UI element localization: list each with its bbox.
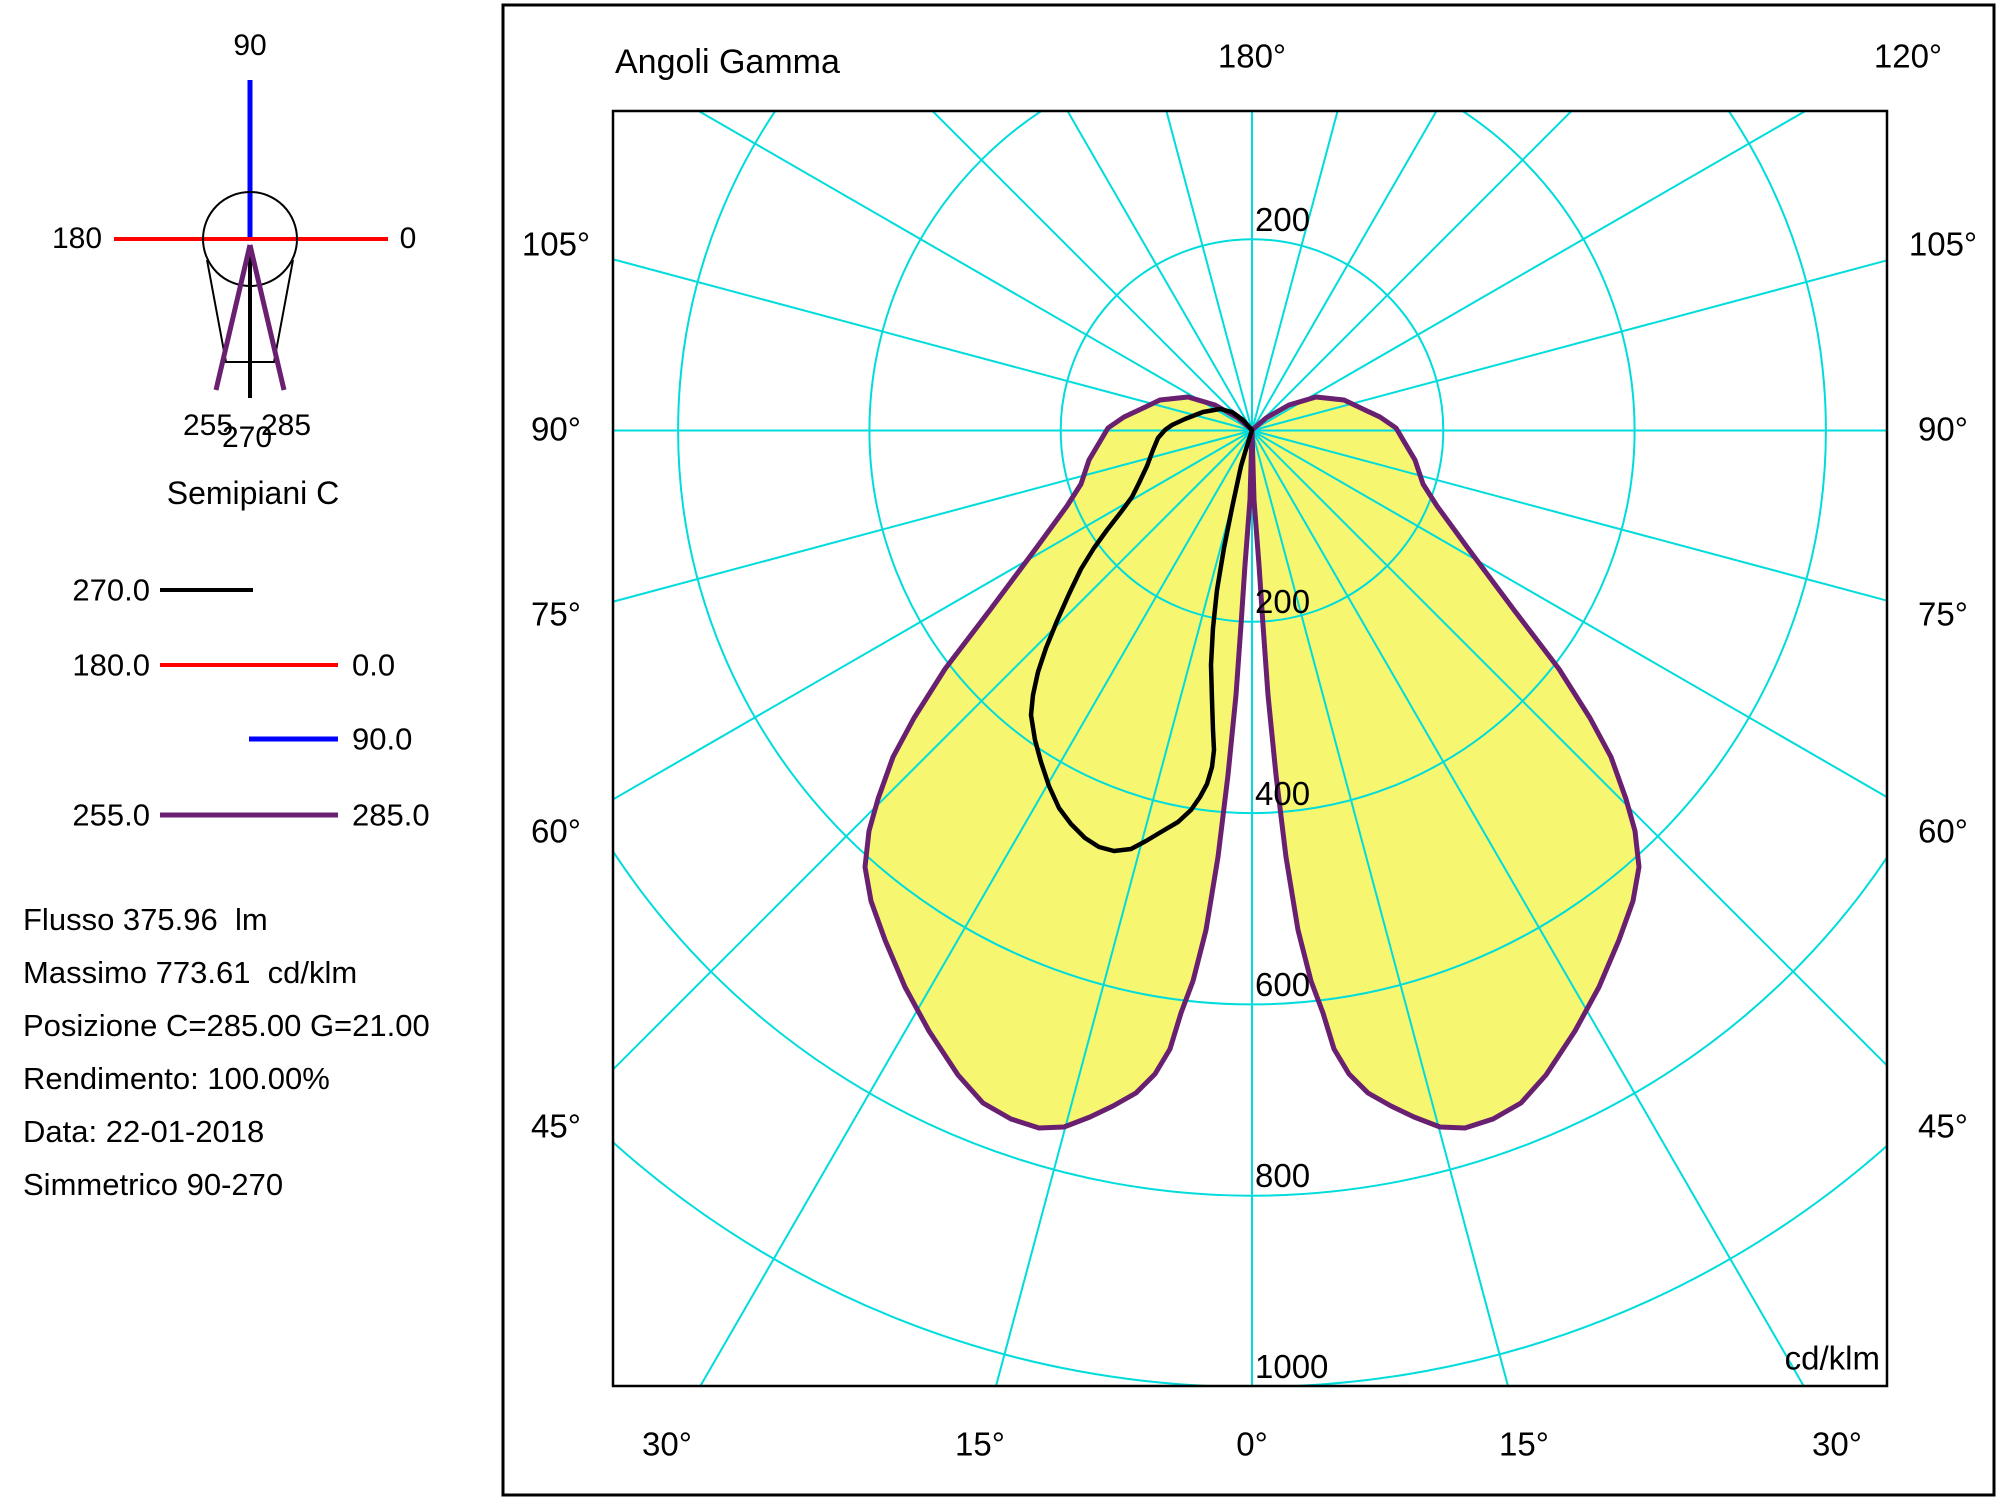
gamma-label-top-120: 120° [1873, 37, 1943, 75]
gamma-label-top-180: 180° [1217, 37, 1287, 75]
icon-axis-90-label: 90 [233, 29, 267, 62]
stat-data: Data: 22-01-2018 [23, 1114, 265, 1149]
stat-simmetrico: Simmetrico 90-270 [23, 1167, 284, 1202]
ring-label-800: 800 [1255, 1157, 1311, 1194]
gamma-label-bottom-30l: 30° [642, 1425, 692, 1463]
legend-key-lines [160, 588, 338, 818]
icon-axis-180-label: 180 [51, 222, 103, 255]
gamma-label-right-75: 75° [1918, 595, 1968, 633]
c255-c285-lobes-fill [865, 397, 1639, 1128]
icon-plane-270-label: 270 [221, 421, 273, 454]
ring-label-1000: 1000 [1255, 1348, 1329, 1385]
gamma-label-left-60: 60° [531, 812, 581, 850]
chart-title: Angoli Gamma [615, 43, 840, 81]
ring-label-200: 200 [1255, 583, 1311, 620]
gamma-label-right-90: 90° [1918, 410, 1968, 448]
c255-c285-lobes-outline [862, 394, 1642, 1131]
unit-label: cd/klm [1784, 1339, 1880, 1377]
legend-label-255: 255.0 [72, 797, 150, 833]
legend-label-90: 90.0 [352, 721, 413, 757]
icon-plane-285-label: 285 [260, 409, 312, 442]
c270-curve [1028, 406, 1255, 854]
gamma-label-left-45: 45° [531, 1107, 581, 1145]
gamma-label-bottom-15r: 15° [1499, 1425, 1549, 1463]
legend-label-270: 270.0 [72, 572, 150, 608]
c255-direction-line [213, 244, 253, 391]
stat-posizione: Posizione C=285.00 G=21.00 [23, 1008, 430, 1043]
gamma-label-left-75: 75° [531, 595, 581, 633]
legend-title: Semipiani C [166, 475, 340, 511]
icon-axis-0-label: 0 [399, 222, 417, 255]
icon-plane-255-label: 255 [182, 409, 234, 442]
ring-label-400: 400 [1255, 775, 1311, 812]
gamma-label-bottom-30r: 30° [1812, 1425, 1862, 1463]
luminaire-symbol [114, 80, 388, 398]
legend-label-285: 285.0 [352, 797, 430, 833]
ring-label-600: 600 [1255, 966, 1311, 1003]
stat-flusso: Flusso 375.96 lm [23, 902, 268, 937]
gamma-label-left-90: 90° [531, 410, 581, 448]
gamma-label-left-105: 105° [521, 225, 591, 263]
c285-direction-line [247, 244, 287, 391]
stat-massimo: Massimo 773.61 cd/klm [23, 955, 358, 990]
legend-label-0: 0.0 [352, 647, 396, 683]
gamma-label-right-45: 45° [1918, 1107, 1968, 1145]
stat-rendimento: Rendimento: 100.00% [23, 1061, 330, 1096]
panel-frame [501, 3, 1996, 1497]
gamma-label-right-60: 60° [1918, 812, 1968, 850]
legend-label-180: 180.0 [72, 647, 150, 683]
gamma-label-right-105: 105° [1908, 225, 1978, 263]
gamma-label-bottom-0: 0° [1236, 1425, 1268, 1463]
plot-frame [611, 109, 1889, 1388]
gamma-label-bottom-15l: 15° [955, 1425, 1005, 1463]
ring-label-200-upper: 200 [1255, 201, 1311, 238]
